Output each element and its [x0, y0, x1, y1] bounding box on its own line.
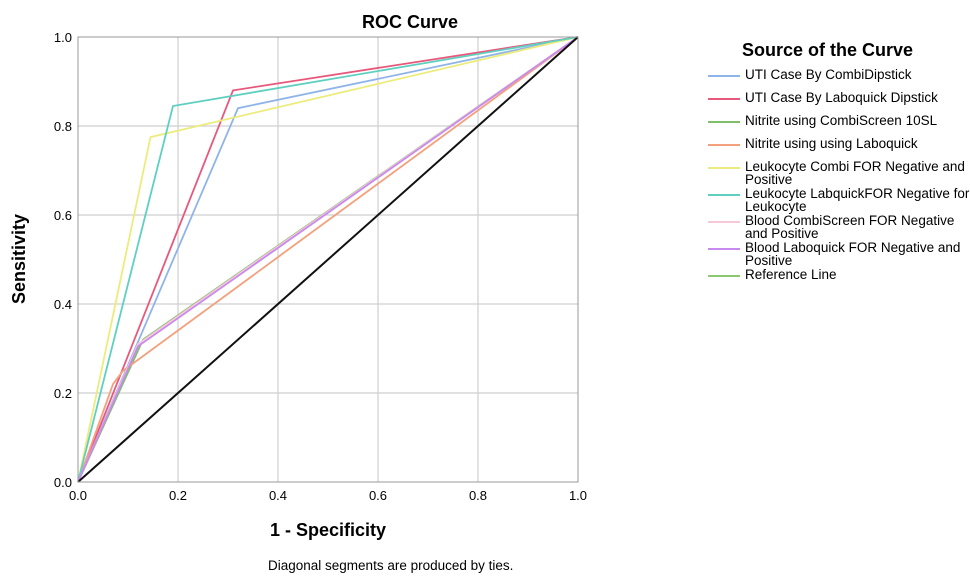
x-tick-label: 0.0	[69, 488, 87, 503]
x-tick-label: 0.6	[369, 488, 387, 503]
x-tick-label: 0.2	[169, 488, 187, 503]
legend-label: UTI Case By Laboquick Dipstick	[745, 90, 938, 105]
legend-item: Reference Line	[708, 267, 970, 290]
x-axis-label: 1 - Specificity	[270, 520, 386, 540]
y-tick-label: 0.4	[54, 297, 72, 312]
legend-items: UTI Case By CombiDipstick UTI Case By Lab…	[708, 67, 970, 290]
legend-label: UTI Case By CombiDipstick	[745, 67, 912, 82]
y-tick-label: 0.0	[54, 475, 72, 490]
legend-swatch	[708, 144, 740, 146]
legend-item: UTI Case By Laboquick Dipstick	[708, 90, 970, 113]
legend-label: Reference Line	[745, 267, 837, 282]
x-tick-label: 1.0	[569, 488, 587, 503]
y-tick-label: 0.2	[54, 386, 72, 401]
legend-label: Leukocyte Combi FOR Negative and Positiv…	[745, 159, 965, 187]
plot-frame	[77, 36, 579, 483]
legend-swatch	[708, 194, 740, 196]
legend-item: Nitrite using using Laboquick	[708, 136, 970, 159]
y-tick-label: 1.0	[54, 30, 72, 45]
legend-label: Nitrite using using Laboquick	[745, 136, 918, 151]
legend-swatch	[708, 75, 740, 77]
legend-title: Source of the Curve	[742, 40, 914, 60]
legend-swatch	[708, 275, 740, 277]
series-line-5	[77, 36, 579, 483]
legend-item: Leukocyte Combi FOR Negative and Positiv…	[708, 159, 970, 186]
x-tick-label: 0.4	[269, 488, 287, 503]
legend-swatch	[708, 98, 740, 100]
legend-item: Nitrite using CombiScreen 10SL	[708, 113, 970, 136]
legend: Source of the Curve UTI Case By CombiDip…	[708, 40, 970, 290]
legend-label: Nitrite using CombiScreen 10SL	[745, 113, 938, 128]
legend-label: Blood Laboquick FOR Negative and Positiv…	[745, 240, 961, 268]
legend-swatch	[708, 248, 740, 250]
y-tick-label: 0.6	[54, 208, 72, 223]
legend-label: Blood CombiScreen FOR Negative and Posit…	[745, 213, 955, 241]
series-line-6	[77, 36, 579, 483]
legend-swatch	[708, 167, 740, 169]
legend-item: Blood Laboquick FOR Negative and Positiv…	[708, 240, 970, 267]
legend-label: Leukocyte LabquickFOR Negative for Leuko…	[745, 186, 970, 214]
series-line-4	[77, 36, 579, 483]
y-axis-label: Sensitivity	[9, 214, 29, 304]
series-lines	[77, 36, 579, 483]
legend-swatch	[708, 121, 740, 123]
legend-item: UTI Case By CombiDipstick	[708, 67, 970, 90]
footnote: Diagonal segments are produced by ties.	[268, 558, 514, 573]
y-tick-label: 0.8	[54, 119, 72, 134]
series-line-8	[77, 36, 579, 483]
chart-title: ROC Curve	[362, 12, 458, 32]
x-tick-label: 0.8	[469, 488, 487, 503]
legend-item: Blood CombiScreen FOR Negative and Posit…	[708, 213, 970, 240]
series-line-9	[77, 36, 579, 483]
legend-item: Leukocyte LabquickFOR Negative for Leuko…	[708, 186, 970, 213]
legend-swatch	[708, 221, 740, 223]
tick-labels: 0.0 0.2 0.4 0.6 0.8 1.0 0.0 0.2 0.4 0.6 0.8 1.0	[54, 30, 587, 503]
series-line-2	[77, 36, 579, 483]
